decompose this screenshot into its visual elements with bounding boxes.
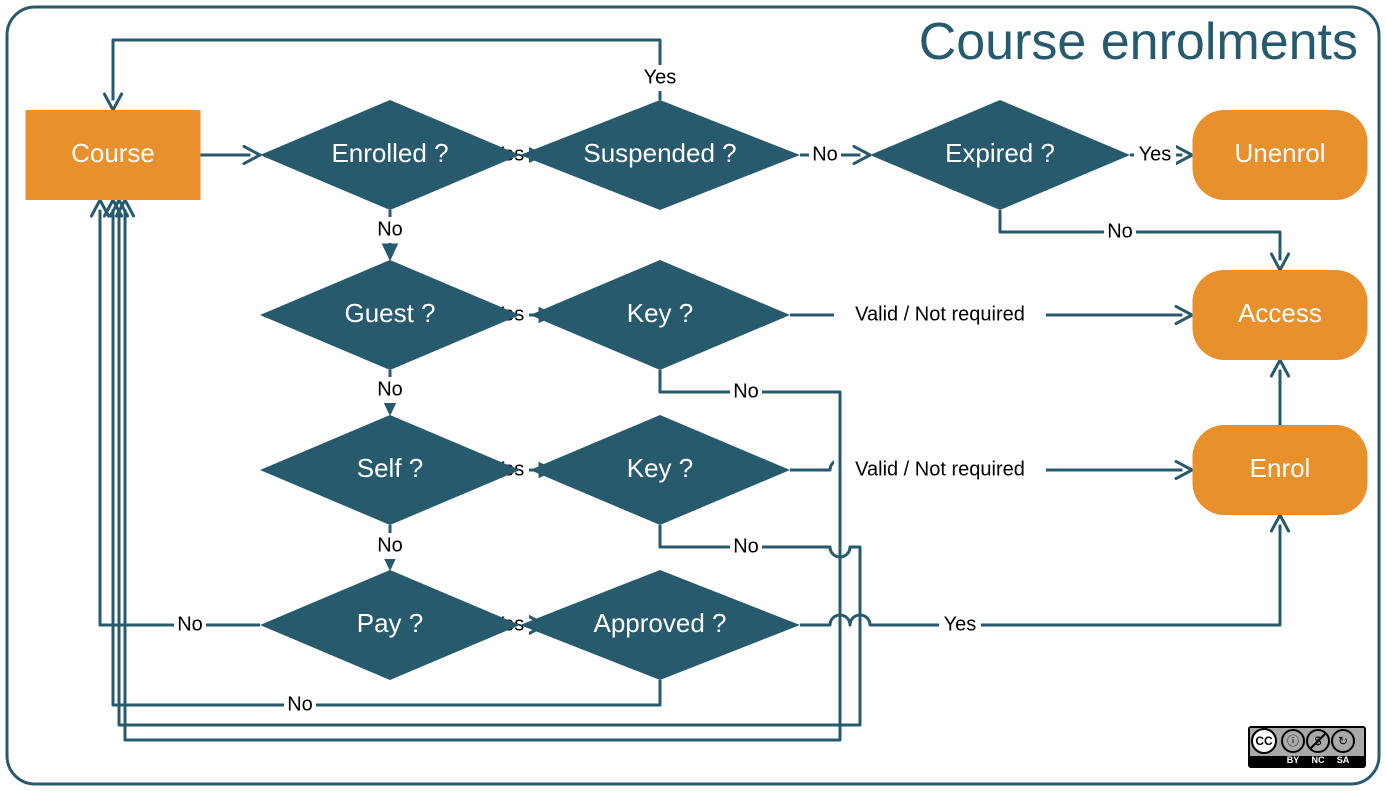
node-label-self: Self ? — [357, 453, 424, 483]
node-label-enrol: Enrol — [1250, 453, 1311, 483]
edge-label-suspended-yes-course: Yes — [644, 66, 677, 88]
node-unenrol: Unenrol — [1193, 110, 1368, 200]
cc-sublabel-by: BY — [1287, 755, 1300, 765]
node-access: Access — [1193, 270, 1368, 360]
cc-mark: CC — [1255, 734, 1273, 748]
node-label-expired: Expired ? — [945, 138, 1055, 168]
edge-label-approved-enrol: Yes — [944, 613, 977, 635]
edge-label-self-no-pay: No — [377, 534, 403, 556]
node-label-guest: Guest ? — [344, 298, 435, 328]
node-label-access: Access — [1238, 298, 1322, 328]
edge-label-key2-no-course: No — [733, 535, 759, 557]
node-enrol: Enrol — [1193, 425, 1368, 515]
edge-label-expired-no-access: No — [1107, 220, 1133, 242]
cc-icon-by: ⓘ — [1287, 734, 1299, 748]
node-course: Course — [26, 110, 201, 200]
edge-label-pay-no-course: No — [177, 613, 203, 635]
edge-label-approved-no-course: No — [287, 693, 313, 715]
cc-icon-sa: ↻ — [1338, 734, 1348, 748]
diagram-title: Course enrolments — [919, 13, 1358, 71]
node-label-key2: Key ? — [627, 453, 694, 483]
cc-license-badge: CCⓘ$↻BYNCSA — [1248, 726, 1366, 768]
edge-label-key2-enrol: Valid / Not required — [855, 458, 1025, 480]
edge-label-key1-access: Valid / Not required — [855, 303, 1025, 325]
node-label-approved: Approved ? — [594, 608, 727, 638]
node-label-pay: Pay ? — [357, 608, 424, 638]
edge-label-guest-no-self: No — [377, 378, 403, 400]
cc-sublabel-nc: NC — [1312, 755, 1325, 765]
edge-label-expired-unenrol: Yes — [1139, 143, 1172, 165]
node-label-key1: Key ? — [627, 298, 694, 328]
edge-label-key1-no-course: No — [733, 380, 759, 402]
node-label-suspended: Suspended ? — [583, 138, 736, 168]
edge-label-suspended-expired: No — [812, 143, 838, 165]
edge-label-enrolled-no-guest: No — [377, 218, 403, 240]
node-label-unenrol: Unenrol — [1234, 138, 1325, 168]
cc-sublabel-sa: SA — [1337, 755, 1350, 765]
node-label-enrolled: Enrolled ? — [331, 138, 448, 168]
node-label-course: Course — [71, 138, 155, 168]
